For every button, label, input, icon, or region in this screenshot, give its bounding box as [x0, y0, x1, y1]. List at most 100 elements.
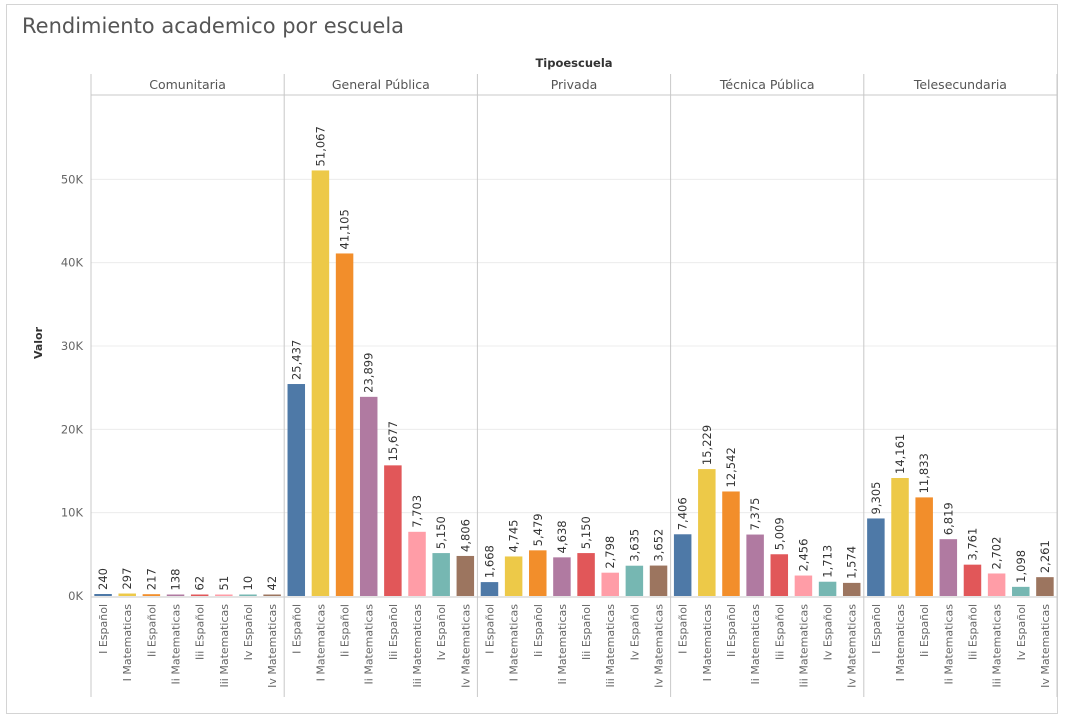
data-label: 41,105 — [338, 209, 352, 249]
data-label: 7,375 — [748, 498, 762, 531]
data-label: 1,574 — [845, 546, 859, 579]
x-tick-label: I Español — [483, 604, 496, 654]
data-label: 217 — [144, 568, 158, 590]
data-label: 15,229 — [700, 425, 714, 465]
y-tick-label: 10K — [61, 506, 84, 520]
data-label: 4,745 — [507, 520, 521, 553]
panel-header: Telesecundaria — [913, 77, 1007, 92]
bar — [311, 170, 330, 597]
bar — [456, 555, 475, 596]
bar — [915, 497, 933, 596]
data-label: 7,703 — [410, 495, 424, 528]
data-label: 9,305 — [869, 482, 883, 515]
x-tick-label: I Matematicas — [314, 604, 327, 682]
x-tick-label: Iv Español — [242, 604, 255, 660]
panel-header: Privada — [551, 77, 598, 92]
data-label: 51 — [217, 576, 231, 591]
data-label: 11,833 — [917, 453, 931, 493]
bar — [529, 550, 547, 596]
bar — [649, 565, 668, 596]
bar — [504, 556, 523, 596]
x-tick-label: Iii Español — [773, 604, 786, 660]
x-tick-label: Iv Matematicas — [846, 604, 859, 688]
data-label: 12,542 — [724, 447, 738, 487]
x-tick-label: I Español — [677, 604, 690, 654]
panel-header: Comunitaria — [149, 77, 226, 92]
bar — [287, 384, 306, 596]
x-tick-label: I Español — [870, 604, 883, 654]
x-tick-label: Ii Español — [339, 604, 352, 657]
bar — [432, 553, 450, 596]
x-tick-label: Ii Matematicas — [170, 604, 183, 685]
data-label: 42 — [265, 576, 279, 591]
column-header: Tipoescuela — [535, 56, 612, 70]
bar — [698, 469, 716, 596]
bar — [1012, 586, 1030, 596]
y-tick-label: 20K — [61, 422, 84, 436]
bar — [601, 572, 619, 596]
y-tick-label: 0K — [68, 589, 83, 603]
panel-técnica-pública: Técnica Pública 7,406 I Español 15,229 I Mat… — [673, 77, 861, 688]
x-tick-label: Iv Matematicas — [1039, 604, 1052, 688]
bar — [842, 582, 861, 596]
x-tick-label: Iii Matematicas — [797, 604, 810, 688]
data-label: 240 — [96, 568, 110, 590]
x-tick-label: Iii Matematicas — [411, 604, 424, 688]
bar — [215, 594, 233, 596]
data-label: 4,806 — [458, 519, 472, 552]
y-tick-label: 40K — [61, 256, 84, 270]
bar — [673, 534, 692, 596]
data-label: 138 — [169, 569, 183, 591]
x-tick-label: Ii Matematicas — [749, 604, 762, 685]
x-tick-label: Iii Matematicas — [604, 604, 617, 688]
x-tick-label: Iv Matematicas — [459, 604, 472, 688]
x-tick-label: Ii Español — [725, 604, 738, 657]
x-tick-label: I Matematicas — [508, 604, 521, 682]
x-tick-label: Iii Español — [580, 604, 593, 660]
x-tick-label: I Español — [290, 604, 303, 654]
data-label: 10 — [241, 576, 255, 591]
bar — [867, 518, 885, 596]
data-label: 23,899 — [362, 353, 376, 393]
data-label: 1,668 — [482, 545, 496, 578]
bar — [166, 594, 185, 596]
y-axis-label: Valor — [32, 326, 45, 359]
data-label: 3,635 — [627, 529, 641, 562]
bar — [794, 575, 813, 596]
bar — [770, 554, 789, 596]
data-label: 4,638 — [555, 520, 569, 553]
x-tick-label: Ii Español — [918, 604, 931, 657]
panel-general-pública: General Pública 25,437 I Español 51,067 I Ma… — [287, 77, 475, 688]
data-label: 3,652 — [652, 529, 666, 562]
bar — [480, 582, 499, 596]
bar — [818, 581, 837, 596]
bar — [408, 531, 426, 596]
x-tick-label: Iv Matematicas — [653, 604, 666, 688]
x-tick-label: Iii Matematicas — [218, 604, 231, 688]
bar — [94, 594, 112, 596]
data-label: 2,702 — [990, 537, 1004, 570]
bar — [577, 553, 595, 596]
data-label: 3,761 — [965, 528, 979, 561]
panel-telesecundaria: Telesecundaria 9,305 I Español 14,161 I Mate… — [867, 77, 1054, 688]
x-tick-label: Ii Matematicas — [363, 604, 376, 685]
x-tick-label: Iv Matematicas — [266, 604, 279, 688]
x-tick-label: Iv Español — [435, 604, 448, 660]
panel-header: General Pública — [332, 77, 430, 92]
data-label: 15,677 — [386, 421, 400, 461]
bar — [263, 594, 281, 596]
x-tick-label: Iii Matematicas — [991, 604, 1004, 688]
bar — [190, 594, 209, 596]
y-tick-label: 30K — [61, 339, 84, 353]
x-tick-label: I Matematicas — [121, 604, 134, 682]
data-label: 5,150 — [579, 516, 593, 549]
panel-privada: Privada 1,668 I Español 4,745 I Matematicas 5… — [480, 77, 668, 688]
data-label: 51,067 — [313, 126, 327, 166]
x-tick-label: Iv Español — [628, 604, 641, 660]
x-tick-label: Iv Español — [822, 604, 835, 660]
data-label: 7,406 — [676, 497, 690, 530]
data-label: 5,009 — [772, 517, 786, 550]
bar — [142, 594, 161, 596]
bar — [963, 564, 982, 596]
x-tick-label: Ii Español — [532, 604, 545, 657]
